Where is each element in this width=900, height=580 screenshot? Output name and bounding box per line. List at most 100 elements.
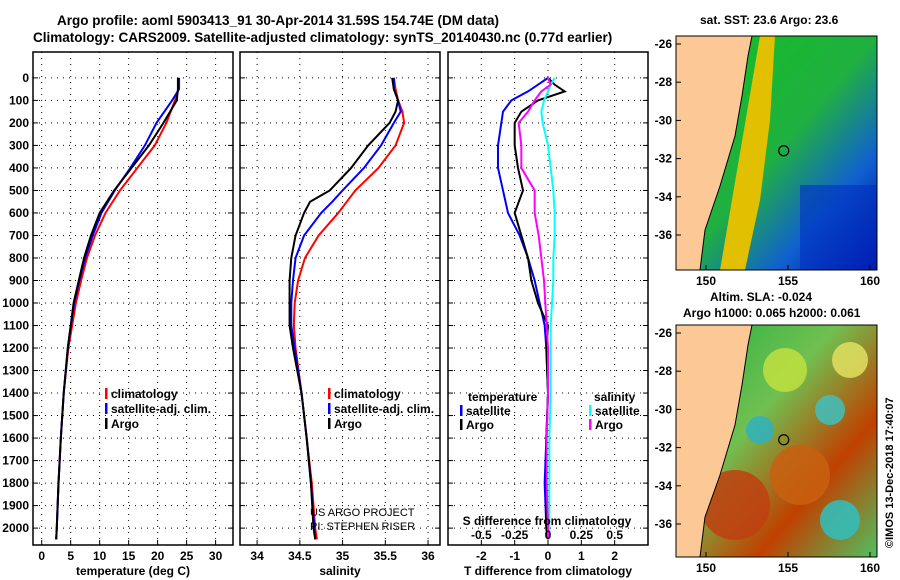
- lon-tick-label: 150: [696, 274, 716, 288]
- legend-swatch: [460, 405, 463, 416]
- x2-tick-label: -0.5: [471, 528, 492, 542]
- legend-label: Argo: [111, 417, 139, 431]
- legend-label: satellite-adj. clim.: [111, 402, 211, 416]
- map-frame: [675, 324, 878, 558]
- x-tick-label: -1: [509, 549, 520, 563]
- legend-swatch: [460, 419, 463, 430]
- series-line-s-argo: [517, 77, 552, 540]
- x2-tick-label: 0.5: [606, 528, 623, 542]
- float-position-marker: [778, 434, 790, 446]
- series-line-climatology: [55, 77, 180, 540]
- lon-tick-label: 155: [778, 274, 798, 288]
- lat-tick-label: -30: [655, 402, 673, 416]
- x-tick-label: 36: [421, 549, 435, 563]
- sla-anomaly: [832, 342, 868, 378]
- lat-tick-label: -28: [655, 75, 673, 89]
- x-tick-label: 10: [93, 549, 107, 563]
- legend-swatch: [105, 388, 108, 399]
- series-line-s-satellite: [540, 77, 556, 540]
- y-tick-label: 600: [9, 206, 29, 220]
- legend-label: Argo: [466, 418, 494, 432]
- y-tick-label: 500: [9, 183, 29, 197]
- legend-title-temperature: temperature: [468, 390, 538, 404]
- lat-tick-label: -34: [655, 190, 673, 204]
- x-tick-label: 34: [250, 549, 264, 563]
- legend-label: satellite-adj. clim.: [334, 402, 434, 416]
- legend-swatch: [105, 403, 108, 414]
- x-tick-label: 1: [578, 549, 585, 563]
- legend-label: satellite: [595, 404, 640, 418]
- sla-anomaly: [770, 445, 830, 505]
- series-line-argo: [55, 77, 179, 540]
- x-tick-label: 20: [151, 549, 165, 563]
- lat-tick-label: -26: [655, 37, 673, 51]
- y-tick-label: 900: [9, 273, 29, 287]
- panel-salinity: 34 34.5 35 35.5 36 salinity climatologysatelli…: [239, 51, 441, 578]
- y-tick-label: 400: [9, 161, 29, 175]
- x-tick-label: -2: [476, 549, 487, 563]
- y-tick-label: 100: [9, 93, 29, 107]
- y-tick-label: 1600: [2, 431, 29, 445]
- y-tick-label: 1700: [2, 454, 29, 468]
- y-tick-label: 1500: [2, 409, 29, 423]
- map-frame: [675, 35, 878, 271]
- sla-map-title: Altim. SLA: -0.024: [710, 290, 813, 304]
- x-tick-label: 5: [67, 549, 74, 563]
- sst-map-title: sat. SST: 23.6 Argo: 23.6: [700, 13, 839, 27]
- y-tick-label: 200: [9, 116, 29, 130]
- x-axis-label: T difference from climatology: [464, 564, 632, 578]
- legend-swatch: [328, 418, 331, 429]
- sla-anomaly: [746, 416, 774, 444]
- legend-swatch: [328, 388, 331, 399]
- x-tick-label: 0: [38, 549, 45, 563]
- watermark: ©IMOS 13-Dec-2018 17:40:07: [884, 397, 896, 548]
- legend-label: satellite: [466, 404, 511, 418]
- legend-title-salinity: salinity: [594, 390, 636, 404]
- y-tick-label: 1800: [2, 476, 29, 490]
- lat-tick-label: -36: [655, 228, 673, 242]
- y-tick-label: 800: [9, 251, 29, 265]
- lat-tick-label: -30: [655, 113, 673, 127]
- y-tick-label: 2000: [2, 521, 29, 535]
- y-tick-label: 700: [9, 228, 29, 242]
- lon-tick-label: 160: [860, 561, 880, 575]
- x-tick-label: 15: [122, 549, 136, 563]
- y-tick-label: 0: [22, 71, 29, 85]
- s-diff-axis-label: S difference from climatology: [463, 514, 632, 528]
- plot-frame: [447, 51, 649, 546]
- sla-anomaly: [815, 395, 845, 425]
- y-tick-label: 1000: [2, 296, 29, 310]
- lon-tick-label: 155: [778, 561, 798, 575]
- lat-tick-label: -28: [655, 364, 673, 378]
- credit-text: US ARGO PROJECT: [310, 507, 415, 519]
- sst-map: 150 155 160 -26 -28 -30 -32 -34 -36: [655, 35, 880, 288]
- plot-frame: [239, 51, 441, 546]
- x-tick-label: 35.5: [374, 549, 398, 563]
- panel-temperature: 0100200300400500600700800900100011001200…: [2, 51, 234, 578]
- x-tick-label: 34.5: [288, 549, 312, 563]
- x-axis-label: temperature (deg C): [76, 564, 190, 578]
- x-tick-label: 2: [611, 549, 618, 563]
- sla-anomaly: [820, 500, 860, 540]
- lat-tick-label: -32: [655, 152, 673, 166]
- cold-water: [800, 185, 877, 270]
- legend-swatch: [589, 419, 592, 430]
- panel-difference: -2 -1 0 1 2T difference from climatology temp…: [447, 51, 649, 578]
- plot-frame: [32, 51, 234, 546]
- x2-tick-label: 0.25: [570, 528, 594, 542]
- x-tick-label: 35: [336, 549, 350, 563]
- x2-tick-label: -0.25: [501, 528, 529, 542]
- lat-tick-label: -32: [655, 441, 673, 455]
- y-tick-label: 1900: [2, 499, 29, 513]
- legend-swatch: [328, 403, 331, 414]
- lat-tick-label: -36: [655, 517, 673, 531]
- legend-swatch: [589, 405, 592, 416]
- legend-label: Argo: [595, 418, 623, 432]
- sla-anomaly: [763, 348, 807, 392]
- lon-tick-label: 150: [696, 561, 716, 575]
- y-tick-label: 1300: [2, 364, 29, 378]
- sla-map: 150 155 160 -26 -28 -30 -32 -34 -36: [655, 324, 880, 575]
- warm-current: [720, 36, 775, 270]
